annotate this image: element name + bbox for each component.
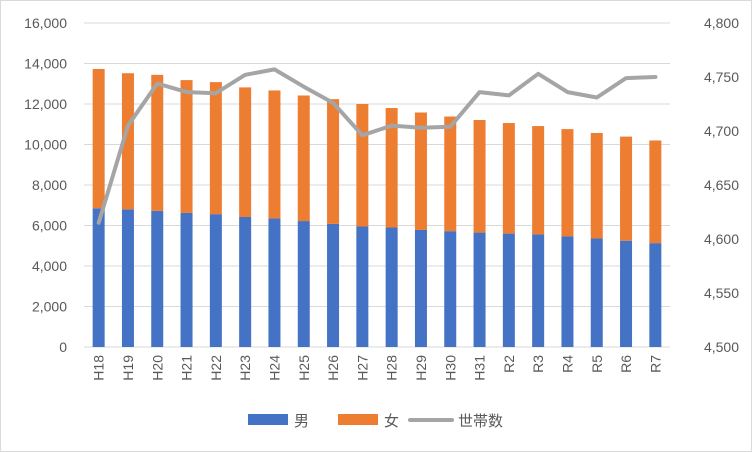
category-label: H23	[237, 355, 253, 381]
right-tick-label: 4,700	[704, 123, 739, 139]
bar-female-H18	[92, 68, 105, 209]
category-label: H28	[384, 355, 400, 381]
bar-female-H30	[444, 116, 457, 232]
legend-male-swatch	[248, 414, 288, 425]
left-axis-ticks: 0 2,000 4,000 6,000 8,000 10,000 12,000 14,000 1…	[24, 15, 67, 355]
category-label: H18	[91, 355, 107, 381]
bar-female-R4	[561, 129, 574, 237]
legend-household-label: 世帯数	[458, 412, 503, 430]
bar-female-H27	[356, 104, 369, 227]
bar-male-H26	[327, 223, 340, 347]
category-axis-ticks: H18 H19 H20 H21 H22 H23 H24 H25 H26 H27 H28 H29 H30 H…	[91, 355, 664, 381]
bar-male-H21	[180, 212, 193, 347]
bar-male-H22	[209, 214, 222, 347]
bar-female-H24	[268, 90, 281, 219]
left-tick-label: 8,000	[32, 177, 67, 193]
bar-male-H29	[414, 229, 427, 347]
bar-female-R6	[620, 136, 633, 241]
category-label: R6	[618, 355, 634, 373]
bar-female-H29	[414, 112, 427, 230]
bar-male-H27	[356, 226, 369, 347]
left-tick-label: 2,000	[32, 299, 67, 315]
bar-female-R5	[590, 132, 603, 239]
legend-male-label: 男	[294, 412, 309, 430]
category-label: R2	[501, 355, 517, 373]
category-label: H30	[442, 355, 458, 381]
bar-male-H25	[297, 221, 310, 347]
category-label: R3	[530, 355, 546, 373]
bar-female-H21	[180, 80, 193, 213]
bar-male-H24	[268, 218, 281, 347]
bar-female-R2	[502, 123, 515, 234]
bar-female-H22	[209, 82, 222, 215]
category-label: H27	[354, 355, 370, 381]
category-label: R7	[647, 355, 663, 373]
right-tick-label: 4,750	[704, 69, 739, 85]
bar-male-R4	[561, 236, 574, 347]
category-label: H22	[208, 355, 224, 381]
bar-male-R7	[649, 243, 662, 347]
category-label: H31	[472, 355, 488, 381]
gridlines	[84, 22, 670, 348]
bar-female-H31	[473, 119, 486, 233]
left-tick-label: 4,000	[32, 258, 67, 274]
category-label: H26	[325, 355, 341, 381]
legend: 男 女 世帯数	[248, 412, 503, 430]
category-label: H25	[296, 355, 312, 381]
bar-female-H23	[239, 87, 252, 217]
bar-male-R2	[502, 233, 515, 347]
bar-male-R3	[532, 234, 545, 347]
bar-female-R3	[532, 126, 545, 235]
bar-male-H18	[92, 208, 105, 347]
bar-male-H28	[385, 227, 398, 347]
bar-female-H19	[121, 73, 134, 210]
bar-male-H31	[473, 232, 486, 347]
category-label: H20	[149, 355, 165, 381]
legend-female-swatch	[338, 414, 378, 425]
bar-male-R6	[620, 240, 633, 347]
category-label: H21	[179, 355, 195, 381]
right-tick-label: 4,500	[704, 339, 739, 355]
left-tick-label: 12,000	[24, 96, 67, 112]
left-tick-label: 14,000	[24, 56, 67, 72]
household-line	[96, 67, 658, 225]
bar-male-R5	[590, 238, 603, 347]
category-label: R5	[589, 355, 605, 373]
bar-male-H23	[239, 216, 252, 347]
category-label: H19	[120, 355, 136, 381]
bar-female-H28	[385, 108, 398, 228]
category-label: H29	[413, 355, 429, 381]
category-label: H24	[266, 355, 282, 381]
right-tick-label: 4,600	[704, 231, 739, 247]
category-label: R4	[559, 355, 575, 373]
left-tick-label: 6,000	[32, 218, 67, 234]
right-axis-ticks: 4,500 4,550 4,600 4,650 4,700 4,750 4,800	[704, 15, 739, 355]
right-tick-label: 4,650	[704, 177, 739, 193]
legend-female-label: 女	[384, 412, 399, 430]
left-tick-label: 16,000	[24, 15, 67, 31]
bar-female-H26	[327, 99, 340, 224]
left-tick-label: 10,000	[24, 137, 67, 153]
bar-female-H20	[151, 74, 164, 211]
bar-female-H25	[297, 95, 310, 222]
right-tick-label: 4,800	[704, 15, 739, 31]
left-tick-label: 0	[59, 339, 67, 355]
bar-series	[92, 68, 662, 347]
bar-male-H19	[121, 209, 134, 347]
bar-male-H20	[151, 210, 164, 347]
bar-male-H30	[444, 231, 457, 347]
bar-female-R7	[649, 140, 662, 244]
line-series	[96, 67, 658, 225]
right-tick-label: 4,550	[704, 285, 739, 301]
